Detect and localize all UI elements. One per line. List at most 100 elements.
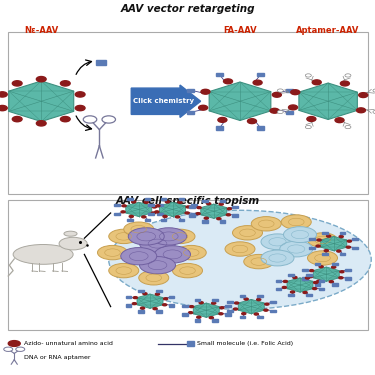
Circle shape xyxy=(305,126,311,129)
Circle shape xyxy=(196,213,200,214)
Bar xyxy=(257,126,264,130)
Circle shape xyxy=(272,92,281,97)
Circle shape xyxy=(308,251,338,265)
FancyBboxPatch shape xyxy=(8,200,368,330)
Circle shape xyxy=(278,110,284,114)
Circle shape xyxy=(282,286,286,288)
Bar xyxy=(187,88,194,92)
Circle shape xyxy=(248,119,256,124)
Text: Aptamer-AAV: Aptamer-AAV xyxy=(296,26,360,35)
Bar xyxy=(345,269,351,271)
Bar xyxy=(319,280,324,282)
Circle shape xyxy=(291,90,300,94)
Circle shape xyxy=(327,235,331,237)
Text: Click chemistry: Click chemistry xyxy=(133,98,194,104)
Circle shape xyxy=(12,81,22,86)
Circle shape xyxy=(218,117,227,122)
Circle shape xyxy=(357,108,366,113)
Polygon shape xyxy=(287,278,313,292)
Circle shape xyxy=(251,217,281,231)
FancyArrow shape xyxy=(131,85,201,117)
Circle shape xyxy=(224,79,232,84)
Bar xyxy=(225,305,231,307)
Circle shape xyxy=(312,80,321,85)
Bar xyxy=(232,214,238,216)
Circle shape xyxy=(234,302,238,304)
Circle shape xyxy=(109,229,139,244)
Circle shape xyxy=(197,316,201,318)
Bar xyxy=(227,310,232,312)
Polygon shape xyxy=(201,204,227,218)
Circle shape xyxy=(283,280,287,282)
Bar xyxy=(315,284,320,286)
Bar xyxy=(148,204,154,206)
Bar xyxy=(127,219,133,221)
Circle shape xyxy=(75,105,85,111)
Circle shape xyxy=(132,303,136,304)
Bar xyxy=(169,296,174,298)
Bar xyxy=(161,198,166,200)
Circle shape xyxy=(164,298,168,300)
Polygon shape xyxy=(299,83,357,120)
Circle shape xyxy=(319,266,323,268)
Circle shape xyxy=(143,293,147,295)
Circle shape xyxy=(242,313,246,315)
Circle shape xyxy=(309,276,313,278)
Circle shape xyxy=(314,282,318,284)
Circle shape xyxy=(155,293,159,295)
Circle shape xyxy=(141,307,145,309)
Bar xyxy=(309,247,315,249)
Circle shape xyxy=(281,215,311,229)
Polygon shape xyxy=(193,303,219,317)
Polygon shape xyxy=(137,294,163,308)
Circle shape xyxy=(305,277,309,279)
Circle shape xyxy=(189,312,193,314)
Bar xyxy=(302,278,307,279)
Circle shape xyxy=(244,254,274,269)
Circle shape xyxy=(265,303,269,305)
Bar xyxy=(232,206,238,208)
Circle shape xyxy=(308,233,338,247)
Circle shape xyxy=(121,248,157,265)
Bar xyxy=(195,320,200,322)
Circle shape xyxy=(132,201,136,203)
Bar xyxy=(352,247,358,249)
Ellipse shape xyxy=(109,210,371,309)
Bar xyxy=(178,219,184,221)
Circle shape xyxy=(303,291,307,294)
Bar xyxy=(189,206,195,208)
Circle shape xyxy=(324,250,328,252)
Bar xyxy=(352,238,358,240)
Bar xyxy=(257,316,263,318)
Circle shape xyxy=(317,280,321,282)
Text: Nε-AAV: Nε-AAV xyxy=(24,26,58,35)
Polygon shape xyxy=(126,202,152,217)
Circle shape xyxy=(256,298,261,300)
Circle shape xyxy=(176,245,206,260)
Circle shape xyxy=(227,208,231,210)
Circle shape xyxy=(346,246,351,248)
Bar xyxy=(178,198,184,200)
Circle shape xyxy=(359,93,368,98)
Circle shape xyxy=(140,235,176,252)
Ellipse shape xyxy=(59,237,87,250)
Bar xyxy=(96,60,106,65)
Circle shape xyxy=(4,347,13,351)
Circle shape xyxy=(293,276,297,279)
Bar xyxy=(202,200,208,202)
Bar xyxy=(286,88,293,92)
Circle shape xyxy=(280,241,313,257)
Circle shape xyxy=(154,246,190,263)
Ellipse shape xyxy=(64,231,77,236)
Circle shape xyxy=(373,110,375,114)
Bar xyxy=(126,304,131,306)
Polygon shape xyxy=(209,82,271,120)
Circle shape xyxy=(220,307,224,309)
Circle shape xyxy=(204,217,209,219)
Bar xyxy=(340,232,345,234)
Circle shape xyxy=(337,250,341,252)
Text: AAV vector retargeting: AAV vector retargeting xyxy=(120,4,255,14)
Text: DNA or RNA aptamer: DNA or RNA aptamer xyxy=(24,356,91,360)
Circle shape xyxy=(152,206,156,208)
Bar xyxy=(227,301,232,303)
